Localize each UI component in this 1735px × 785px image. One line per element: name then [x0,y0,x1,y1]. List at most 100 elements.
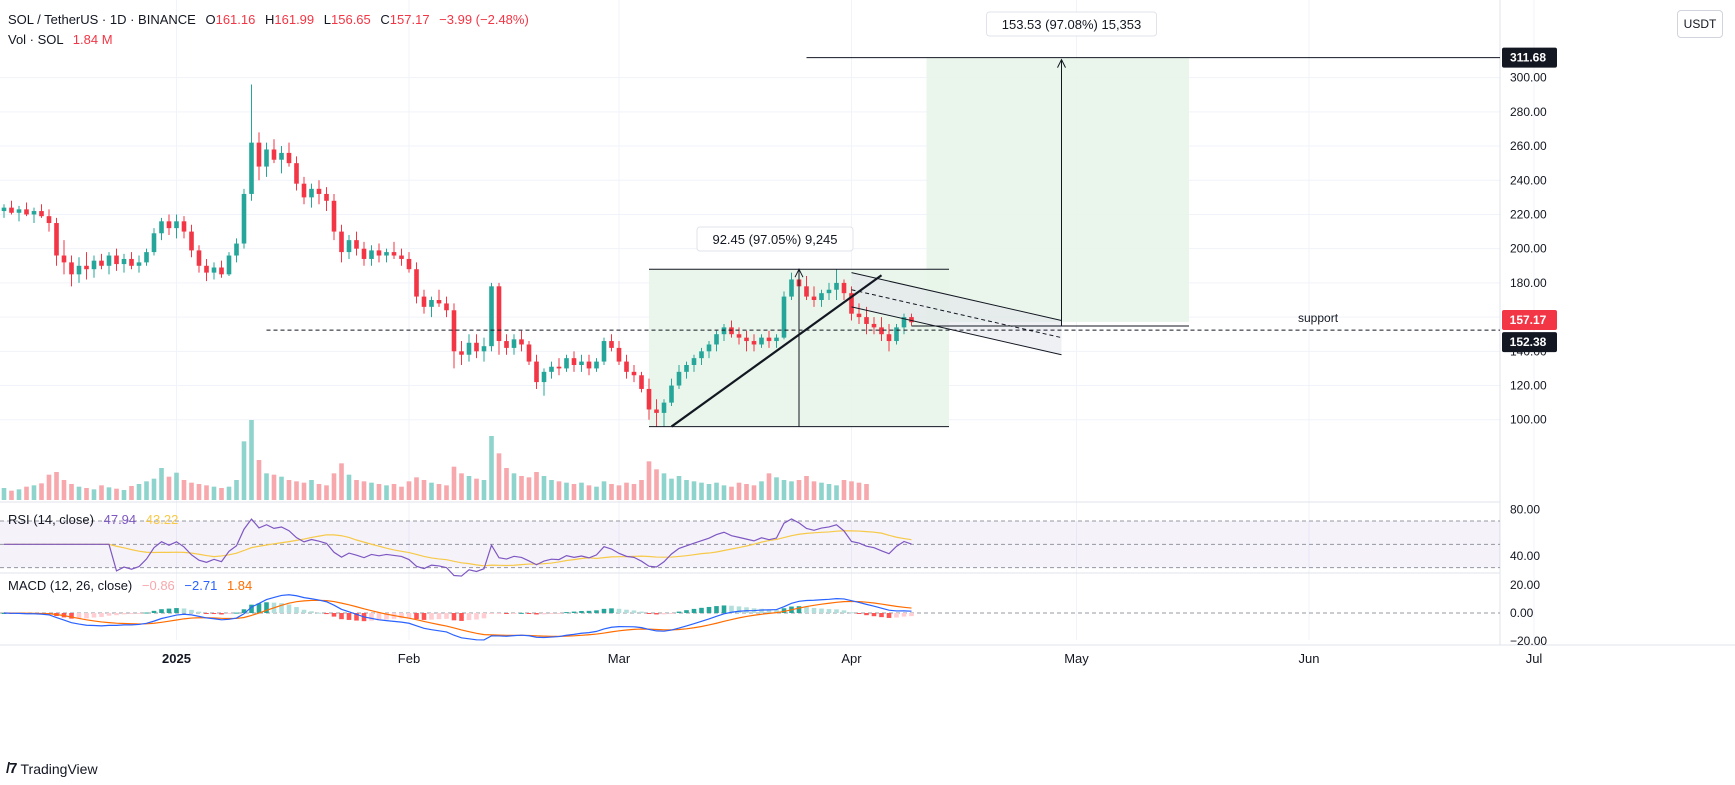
candle-body [219,267,224,275]
macd-hist-bar [684,610,689,613]
measure-2-arrowhead [1057,58,1066,68]
macd-hist-bar [864,613,869,616]
macd-hist-bar [721,605,727,613]
macd-hist-bar [774,609,779,613]
macd-hist-bar [234,612,239,614]
candle-body [136,262,142,266]
volume-bar [706,484,712,500]
candle-body [481,346,487,352]
macd-hist-bar [661,613,667,615]
macd-hist-bar [99,613,104,617]
candle-body [16,209,22,213]
candle-body [69,262,74,275]
volume-bar [279,476,284,500]
candle-body [391,252,397,256]
candle-body [354,240,359,249]
candle-body [594,361,599,369]
volume-bar [99,485,104,500]
macd-hist-bar [264,602,269,613]
low-value: 156.65 [331,12,371,27]
macd-hist-bar [541,613,547,615]
currency-button[interactable]: USDT [1677,10,1723,38]
candle-body [781,296,787,338]
candle-body [504,341,509,348]
candle-body [759,337,764,345]
symbol-name[interactable]: SOL / TetherUS · 1D · BINANCE [8,12,196,27]
candle-body [714,334,719,345]
rsi-ma-line [4,530,912,567]
macd-hist-bar [331,613,337,617]
rsi-legend[interactable]: RSI (14, close) 47.94 43.22 [8,512,184,527]
volume-bar [444,485,449,500]
macd-hist-bar [346,613,352,620]
volume-bar [384,485,389,500]
volume-bar [841,480,847,500]
candle-body [84,265,89,270]
macd-hist-bar [196,611,202,613]
candle-body [436,300,442,304]
volume-bar [556,481,562,500]
macd-hist-bar [301,609,307,613]
tradingview-mark-icon: /7 [6,760,17,777]
support-price-tag-bg [1502,332,1557,353]
candle-body [114,255,119,265]
symbol-legend[interactable]: SOL / TetherUS · 1D · BINANCE O161.16 H1… [8,12,529,28]
volume-bar [24,486,29,500]
volume-bar [324,485,329,500]
macd-hist-bar [91,613,97,618]
macd-hist-bar [901,613,907,617]
macd-hist-bar [286,604,292,613]
volume-bar [564,482,569,500]
candle-body [61,255,67,263]
volume-bar [474,478,479,500]
macd-hist-bar [436,613,442,620]
volume-bar [586,485,592,500]
candle-body [331,200,337,232]
volume-bar [676,476,682,500]
candle-body [886,334,892,342]
candle-body [324,193,329,201]
volume-bar [54,472,59,500]
macd-hist-bar [841,610,847,613]
macd-hist-bar [129,613,134,615]
candle-body [444,303,449,311]
volume-bar [609,484,614,500]
candle-body [631,371,637,376]
volume-bar [196,484,202,500]
macd-hist-bar [564,612,569,614]
macd-hist-bar [151,610,157,613]
volume-bar [234,480,239,500]
measure-1-arrowhead [794,268,804,278]
volume-bar [151,478,157,500]
volume-bar [316,484,322,500]
volume-bar [639,480,644,500]
volume-bar [594,486,599,500]
macd-hist-bar [834,609,839,613]
macd-legend[interactable]: MACD (12, 26, close) −0.86 −2.71 1.84 [8,578,258,593]
macd-hist-bar [211,613,217,614]
candle-body [189,231,194,251]
price-tick-label: 260.00 [1510,139,1547,153]
rsi-tick-label: 80.00 [1510,502,1540,516]
tradingview-logo[interactable]: /7 TradingView [6,760,98,777]
volume-bar [729,486,734,500]
drawing-lines[interactable]: 92.45 (97.05%) 9,245 153.53 (97.08%) 15,3… [266,11,1501,428]
macd-hist-bar [526,613,532,614]
candle-body [691,358,697,365]
volume-legend[interactable]: Vol · SOL 1.84 M [8,32,113,48]
candle-body [489,286,494,347]
price-tick-label: 100.00 [1510,413,1547,427]
candle-body [181,221,187,232]
volume-bar [781,480,787,500]
candle-body [196,250,202,266]
macd-hist-bar [249,604,254,613]
candle-body [586,361,592,369]
macd-hist-bar [459,613,464,621]
macd-hist-bar [669,613,674,614]
volume-bar [1,488,7,500]
measure-2-label-box [986,11,1157,37]
candle-body [106,255,112,266]
macd-hist-bar [256,603,262,613]
measure-1-label-box [696,226,854,252]
